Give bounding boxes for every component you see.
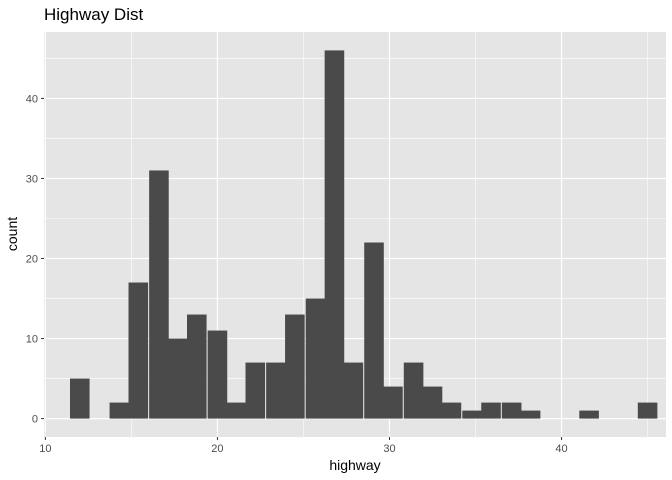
- histogram-bar: [149, 170, 169, 419]
- histogram-bar: [186, 314, 207, 419]
- histogram-bar: [245, 362, 266, 419]
- histogram-bar: [168, 338, 188, 419]
- y-tick-label: 10: [26, 334, 38, 346]
- y-axis-title: count: [4, 217, 20, 251]
- x-tick-label: 30: [383, 443, 395, 455]
- histogram-bars: [69, 50, 658, 419]
- x-axis-ticks: 10 20 30 40: [39, 437, 568, 455]
- x-axis-title: highway: [329, 457, 380, 473]
- histogram-bar: [520, 410, 541, 419]
- histogram-bar: [364, 242, 384, 419]
- histogram-bar: [501, 402, 522, 419]
- histogram-bar: [128, 282, 149, 419]
- histogram-bar: [579, 410, 599, 419]
- histogram-bar: [109, 402, 130, 419]
- histogram-bar: [462, 410, 482, 419]
- histogram-bar: [266, 362, 286, 419]
- y-tick-label: 0: [32, 414, 38, 426]
- histogram-bar: [441, 402, 462, 419]
- histogram-bar: [383, 386, 403, 419]
- y-tick-label: 30: [26, 173, 38, 185]
- histogram-bar: [481, 402, 501, 419]
- y-tick-label: 40: [26, 93, 38, 105]
- histogram-bar: [226, 402, 247, 419]
- y-tick-label: 20: [26, 254, 38, 266]
- y-axis-ticks: 0 10 20 30 40: [26, 93, 44, 426]
- chart-title: Highway Dist: [44, 5, 143, 24]
- histogram-bar: [207, 330, 228, 419]
- histogram-bar: [324, 50, 345, 419]
- x-tick-label: 40: [555, 443, 567, 455]
- histogram-bar: [637, 402, 658, 419]
- histogram-bar: [422, 386, 443, 419]
- histogram-bar: [343, 362, 364, 419]
- histogram-bar: [403, 362, 424, 419]
- histogram-bar: [69, 378, 90, 419]
- x-tick-label: 10: [39, 443, 51, 455]
- minor-gridlines: [44, 32, 666, 437]
- histogram-bar: [305, 298, 326, 419]
- x-tick-label: 20: [211, 443, 223, 455]
- histogram-bar: [285, 314, 305, 419]
